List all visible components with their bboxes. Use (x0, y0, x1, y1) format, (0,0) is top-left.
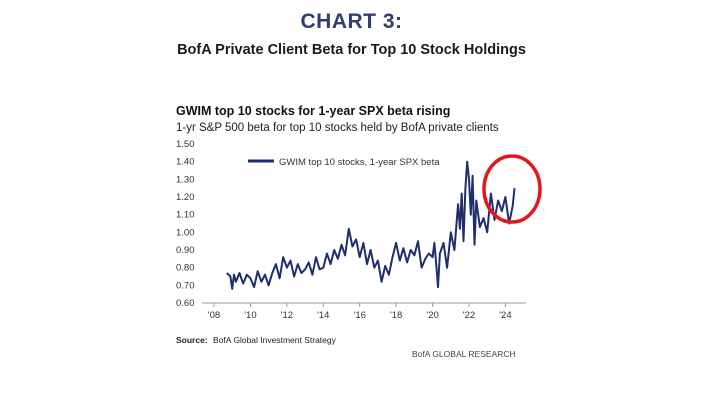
x-tick-label: '08 (208, 310, 220, 321)
chart-subtitle-heading: BofA Private Client Beta for Top 10 Stoc… (177, 42, 526, 58)
x-tick-label: '22 (463, 310, 475, 321)
x-axis-ticks: '08 '10 '12 '14 '16 '18 '20 '22 '24 (208, 303, 512, 321)
y-tick-label: 1.40 (176, 157, 195, 168)
chart-subtitle: 1-yr S&P 500 beta for top 10 stocks held… (176, 122, 499, 134)
x-tick-label: '12 (281, 310, 293, 321)
y-tick-label: 0.60 (176, 298, 195, 309)
y-tick-label: 0.70 (176, 280, 195, 291)
x-tick-label: '16 (354, 310, 366, 321)
source-label-bold: Source: (176, 335, 208, 345)
brand-label: BofA GLOBAL RESEARCH (412, 349, 516, 359)
y-tick-label: 1.00 (176, 227, 195, 238)
y-tick-label: 1.30 (176, 174, 195, 185)
legend: GWIM top 10 stocks, 1-year SPX beta (248, 157, 440, 168)
x-tick-label: '20 (426, 310, 438, 321)
y-tick-label: 1.10 (176, 210, 195, 221)
source-label: Source: BofA Global Investment Strategy (176, 335, 337, 345)
y-tick-label: 1.20 (176, 192, 195, 203)
x-tick-label: '18 (390, 310, 402, 321)
source-text: BofA Global Investment Strategy (213, 335, 337, 345)
legend-label: GWIM top 10 stocks, 1-year SPX beta (279, 157, 440, 168)
highlight-circle (482, 154, 542, 224)
x-tick-label: '14 (317, 310, 329, 321)
y-tick-label: 0.80 (176, 263, 195, 274)
y-tick-label: 0.90 (176, 245, 195, 256)
y-axis-ticks: 1.50 1.40 1.30 1.20 1.10 1.00 0.90 0.80 0.70 0.60 (176, 139, 195, 309)
chart-title: GWIM top 10 stocks for 1-year SPX beta r… (176, 104, 450, 118)
series-line (226, 160, 516, 290)
x-tick-label: '24 (499, 310, 511, 321)
y-tick-label: 1.50 (176, 139, 195, 150)
chart-number-heading: CHART 3: (300, 10, 403, 33)
x-tick-label: '10 (244, 310, 256, 321)
